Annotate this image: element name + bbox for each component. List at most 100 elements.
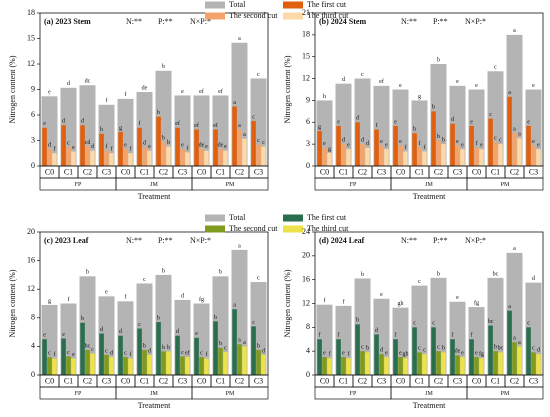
cut-bar [460, 357, 465, 375]
significance-letter: d [119, 329, 122, 335]
cut-bar [488, 325, 493, 375]
significance-letter: e [399, 83, 402, 89]
significance-letter: c [527, 321, 530, 327]
cut-bar [175, 127, 180, 166]
group-label: JM [150, 391, 158, 397]
group-box [466, 177, 544, 191]
cut-bar [417, 147, 422, 166]
y-tick-label: 9 [31, 84, 35, 93]
cut-bar [71, 151, 76, 166]
x-tick-label: C0 [197, 376, 206, 385]
x-tick-label: C2 [235, 376, 244, 385]
group-box [466, 386, 544, 400]
cut-bar [393, 339, 398, 375]
annotation: N:** [126, 236, 142, 245]
x-tick-label: C1 [140, 167, 149, 176]
significance-letter: d [356, 116, 359, 122]
x-tick-label: C0 [472, 376, 481, 385]
legend-label: Total [229, 213, 246, 222]
significance-letter: b [437, 134, 440, 140]
significance-letter: d [361, 138, 364, 144]
cut-bar [99, 333, 104, 375]
cut-bar [512, 133, 517, 166]
cut-bar [218, 149, 223, 166]
significance-letter: ef [213, 122, 218, 129]
significance-letter: c [494, 65, 497, 71]
cut-bar [261, 146, 266, 166]
significance-letter: f [129, 351, 131, 358]
x-tick-label: C0 [197, 167, 206, 176]
significance-letter: c [67, 141, 70, 147]
cut-bar [322, 147, 327, 166]
significance-letter: f [452, 332, 454, 339]
x-tick-label: C0 [121, 167, 130, 176]
significance-letter: a [518, 340, 521, 346]
cut-bar [507, 310, 512, 375]
significance-letter: c [257, 72, 260, 78]
cut-bar [256, 144, 261, 166]
significance-letter: e [475, 83, 478, 89]
cut-bar [460, 149, 465, 166]
cut-bar [85, 349, 90, 375]
y-tick-label: 3 [31, 135, 35, 144]
cut-bar [441, 352, 446, 375]
significance-letter: d [537, 348, 540, 354]
cut-bar [99, 133, 104, 166]
significance-letter: f [423, 144, 425, 151]
significance-letter: de [142, 85, 148, 91]
significance-letter: bc [85, 343, 91, 349]
cut-bar [360, 144, 365, 166]
x-tick-label: C2 [159, 376, 168, 385]
significance-letter: h [100, 127, 103, 133]
y-tick-label: 12 [302, 73, 310, 82]
annotation: N:** [126, 17, 142, 26]
cut-bar [128, 153, 133, 166]
significance-letter: b [157, 110, 160, 116]
significance-letter: b [437, 57, 440, 63]
significance-letter: ef [185, 350, 190, 357]
x-tick-label: C1 [64, 167, 73, 176]
panel-title: (d) 2024 Leaf [319, 236, 365, 245]
group-label: FP [350, 391, 357, 397]
cut-bar [327, 152, 332, 166]
x-tick-label: C1 [415, 167, 424, 176]
cut-bar [242, 346, 247, 375]
cut-bar [223, 150, 228, 166]
cut-bar [232, 309, 237, 375]
significance-letter: e [456, 79, 459, 85]
cut-bar [403, 151, 408, 166]
significance-letter: de [199, 142, 205, 148]
significance-letter: c [532, 346, 535, 352]
significance-letter: b [167, 345, 170, 351]
cut-bar [232, 106, 237, 166]
significance-letter: d [48, 142, 51, 148]
significance-letter: a [243, 132, 246, 138]
cut-bar [142, 349, 147, 375]
significance-letter: b [356, 318, 359, 324]
x-tick-label: C3 [102, 167, 111, 176]
x-axis-label: Treatment [413, 401, 446, 410]
significance-letter: de [218, 142, 224, 148]
significance-letter: a [508, 90, 511, 96]
panel-title: (a) 2023 Stem [44, 17, 91, 26]
legend-swatch [205, 12, 225, 20]
y-tick-label: 18 [27, 8, 35, 17]
significance-letter: bc [498, 346, 504, 352]
significance-letter: ef [199, 88, 204, 95]
significance-letter: a [243, 340, 246, 346]
cut-bar [251, 120, 256, 166]
significance-letter: e [342, 351, 345, 357]
significance-letter: e [224, 144, 227, 150]
y-tick-label: 18 [302, 30, 310, 39]
y-axis-label: Nitrogen content (%) [283, 55, 292, 123]
x-axis-label: Treatment [138, 401, 171, 410]
significance-letter: f [139, 120, 141, 127]
significance-letter: c [413, 321, 416, 327]
significance-letter: c [499, 138, 502, 144]
significance-letter: e [385, 351, 388, 357]
y-tick-label: 21 [302, 8, 310, 17]
significance-letter: d [342, 77, 345, 83]
cut-bar [398, 357, 403, 375]
cut-bar [346, 149, 351, 166]
group-box [191, 177, 269, 191]
